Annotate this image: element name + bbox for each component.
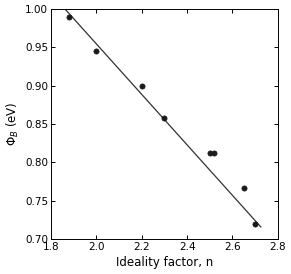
Point <box>162 116 167 120</box>
Y-axis label: $\Phi_B$ (eV): $\Phi_B$ (eV) <box>5 102 21 146</box>
Point <box>94 49 99 53</box>
X-axis label: Ideality factor, n: Ideality factor, n <box>116 256 213 269</box>
Point <box>212 151 217 155</box>
Point <box>139 84 144 88</box>
Point <box>207 151 212 155</box>
Point <box>242 185 246 190</box>
Point <box>253 222 258 226</box>
Point <box>67 14 72 19</box>
